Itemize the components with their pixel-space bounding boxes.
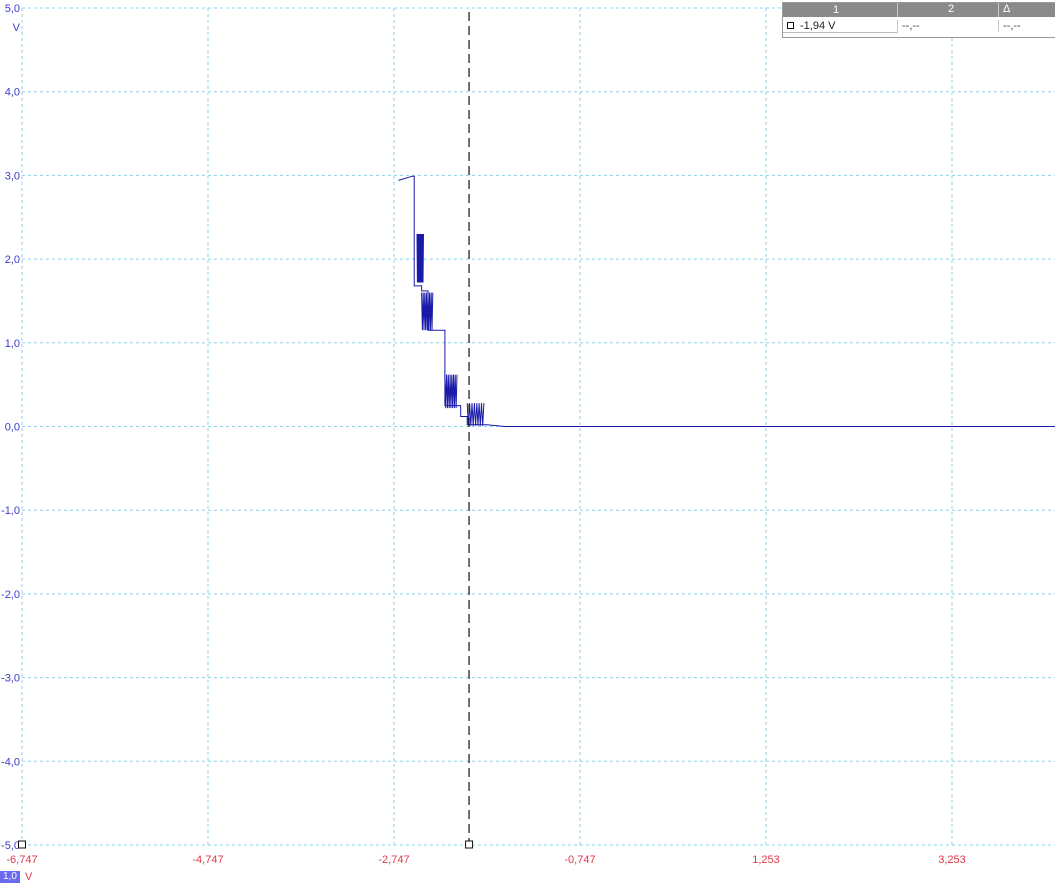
channel-scale-value[interactable]: 1,0 [0, 871, 20, 883]
y-tick-label: -3,0 [1, 673, 20, 685]
y-tick-label: 2,0 [5, 254, 20, 266]
x-tick-label: -2,747 [378, 854, 409, 866]
channel-origin-handle[interactable] [18, 840, 26, 849]
readout-value-row: -1,94 V --,-- --,-- [783, 17, 1055, 35]
y-tick-label: 1,0 [5, 338, 20, 350]
trace-noise-burst [416, 233, 424, 283]
trace-noise-burst [444, 374, 458, 409]
trace-noise-burst [421, 292, 434, 331]
channel-unit: V [25, 871, 33, 883]
x-tick-label: 3,253 [938, 854, 966, 866]
x-tick-label: -0,747 [564, 854, 595, 866]
signal-trace [398, 175, 1055, 427]
readout-header-row: 1 2 Δ [783, 3, 1055, 17]
cursor-1-handle[interactable] [465, 840, 474, 849]
y-tick-label: 3,0 [5, 170, 20, 182]
y-tick-label: -5,0 [1, 840, 20, 852]
trace-layer [398, 175, 1055, 427]
y-tick-label: 4,0 [5, 87, 20, 99]
y-unit-label: V [13, 22, 21, 34]
x-tick-label: 1,253 [752, 854, 780, 866]
y-tick-label: -1,0 [1, 505, 20, 517]
y-tick-label: 0,0 [5, 422, 20, 434]
readout-header-cursor-1[interactable]: 1 [783, 3, 898, 17]
cursor-marker-icon [787, 22, 794, 29]
y-tick-label: -4,0 [1, 756, 20, 768]
readout-header-cursor-2[interactable]: 2 [898, 3, 999, 17]
readout-value-delta: --,-- [1003, 20, 1021, 32]
readout-value-cursor-1-text: -1,94 V [800, 19, 836, 32]
readout-header-delta[interactable]: Δ [1003, 3, 1011, 15]
trace-noise-burst [466, 403, 485, 426]
readout-value-cursor-1: -1,94 V [783, 19, 898, 33]
axis-labels: 5,0 4,0 3,0 2,0 1,0 0,0 -1,0 -2,0 -3,0 -4,0 -5,0 V -… [1, 3, 966, 866]
x-tick-label: -6,747 [6, 854, 37, 866]
cursor-layer[interactable] [18, 12, 474, 849]
grid [21, 7, 1055, 846]
cursor-readout-table: 1 2 Δ -1,94 V --,-- --,-- [782, 2, 1055, 38]
y-tick-label: -2,0 [1, 589, 20, 601]
x-tick-label: -4,747 [192, 854, 223, 866]
readout-value-cursor-2: --,-- [898, 20, 999, 32]
y-tick-label: 5,0 [5, 3, 20, 15]
channel-scale-badge[interactable]: 1,0 V [0, 871, 32, 883]
